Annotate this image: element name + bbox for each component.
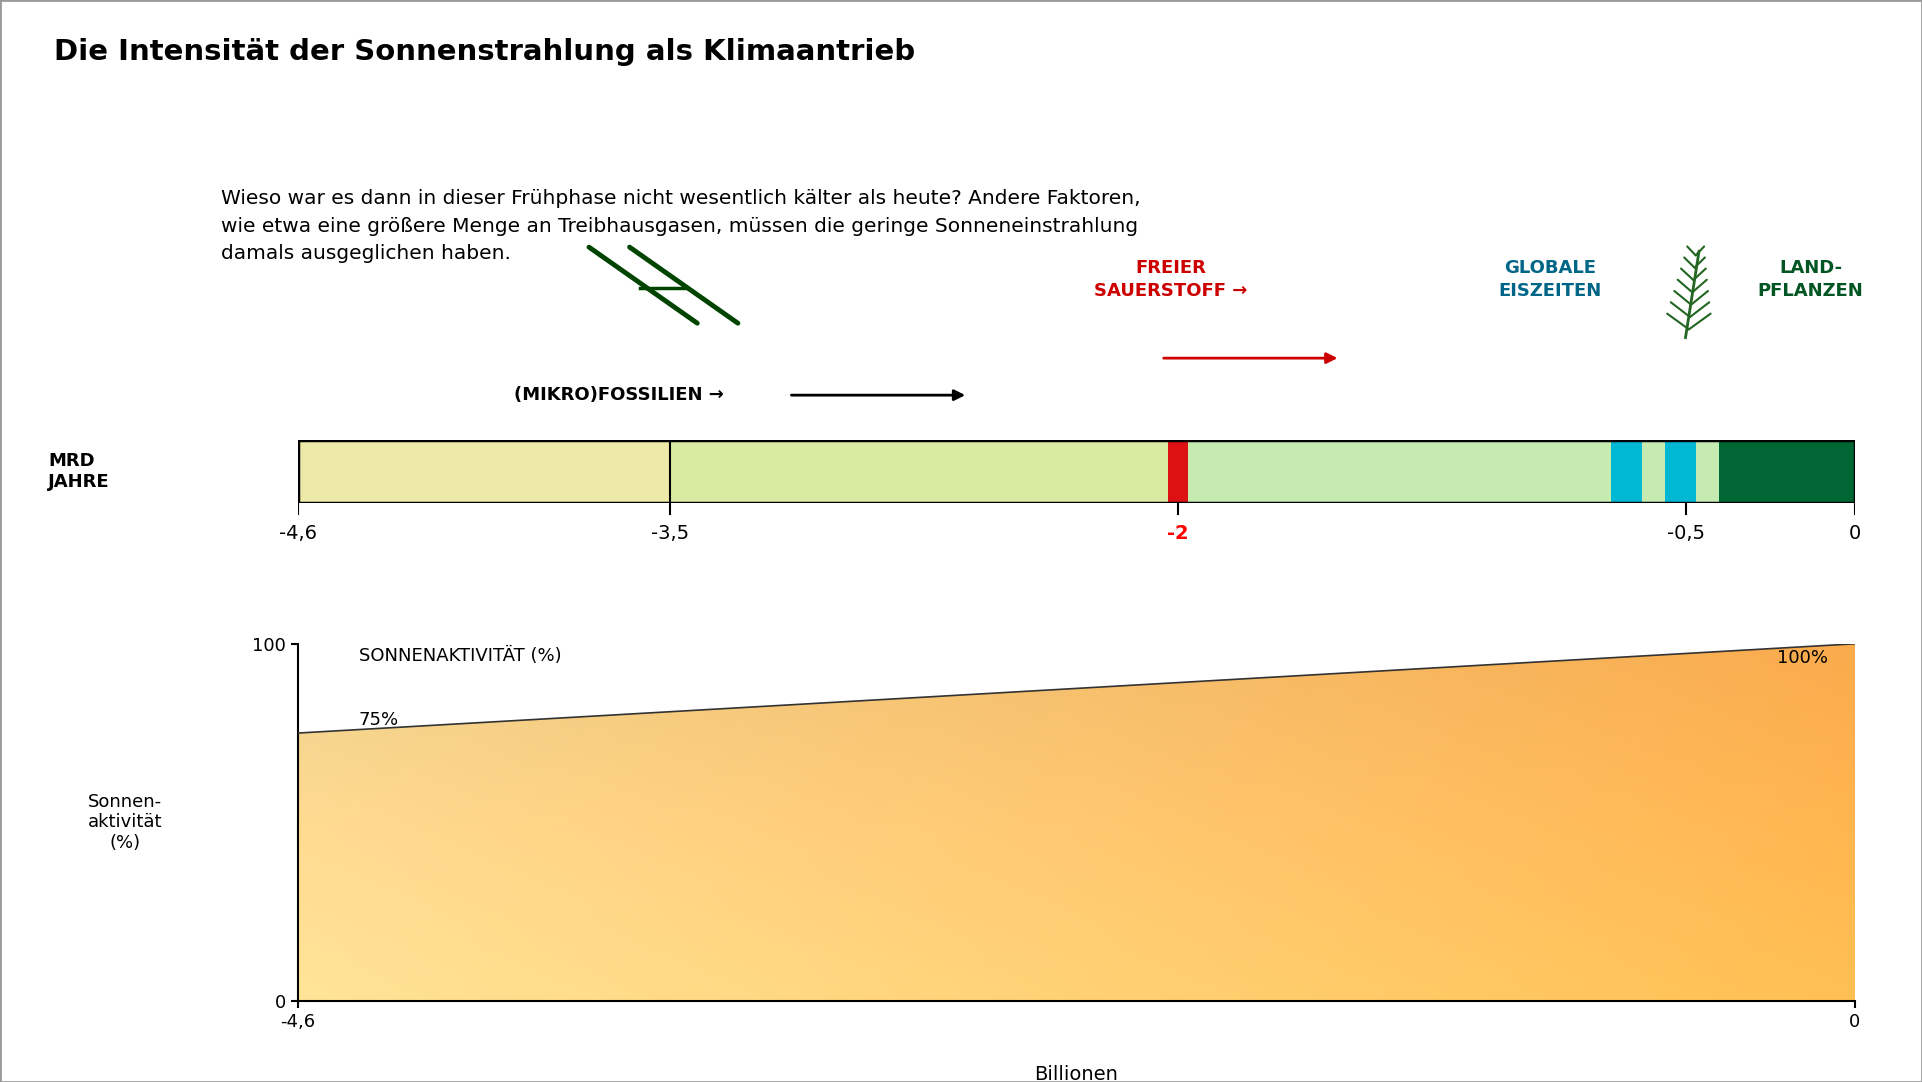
Bar (671, 440, 1169, 503)
Polygon shape (298, 644, 1855, 734)
Bar (1611, 440, 1641, 503)
Bar (298, 440, 671, 503)
Text: MRD
JAHRE: MRD JAHRE (48, 452, 110, 491)
Bar (1720, 440, 1855, 503)
Text: Wieso war es dann in dieser Frühphase nicht wesentlich kälter als heute? Andere : Wieso war es dann in dieser Frühphase ni… (221, 189, 1140, 263)
Text: -3,5: -3,5 (652, 525, 690, 543)
Text: FREIER
SAUERSTOFF →: FREIER SAUERSTOFF → (1094, 260, 1247, 300)
Text: Sonnen-
aktivität
(%): Sonnen- aktivität (%) (88, 792, 161, 853)
Bar (1188, 440, 1611, 503)
Bar (1664, 440, 1695, 503)
Text: -4,6: -4,6 (279, 525, 317, 543)
Text: Billionen
Jahre: Billionen Jahre (1034, 1065, 1119, 1082)
Text: GLOBALE
EISZEITEN: GLOBALE EISZEITEN (1499, 260, 1601, 300)
Text: SONNENAKTIVITÄT (%): SONNENAKTIVITÄT (%) (359, 647, 561, 665)
Bar (1695, 440, 1720, 503)
Text: Die Intensität der Sonnenstrahlung als Klimaantrieb: Die Intensität der Sonnenstrahlung als K… (54, 38, 915, 66)
Text: -0,5: -0,5 (1666, 525, 1705, 543)
Bar (1641, 440, 1664, 503)
Text: -2: -2 (1167, 525, 1188, 543)
Text: 75%: 75% (359, 712, 400, 729)
Bar (1169, 440, 1188, 503)
Text: 100%: 100% (1776, 649, 1828, 668)
Text: (MIKRO)FOSSILIEN →: (MIKRO)FOSSILIEN → (515, 386, 725, 405)
Text: 0: 0 (1849, 525, 1860, 543)
Text: LAND-
PFLANZEN: LAND- PFLANZEN (1759, 260, 1864, 300)
